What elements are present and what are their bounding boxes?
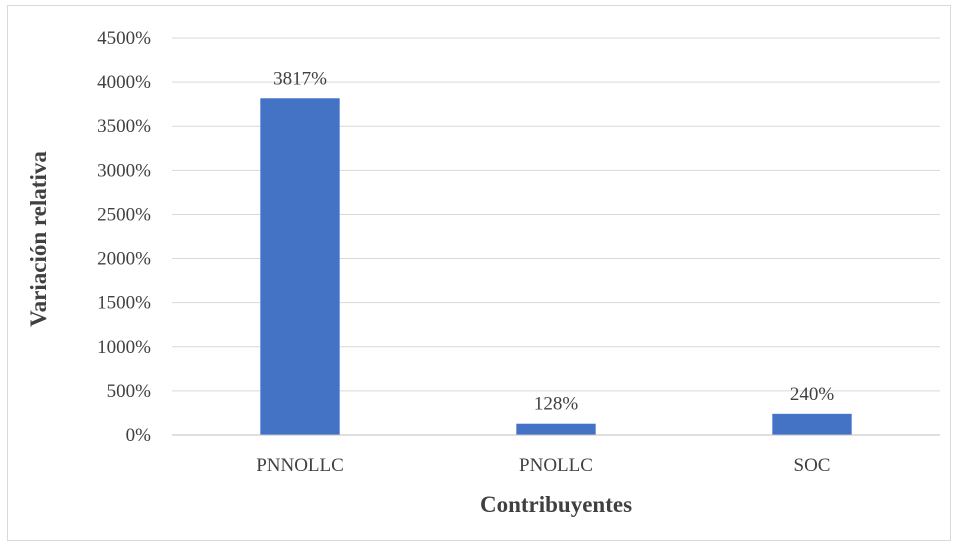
y-tick-label: 500% <box>107 381 152 402</box>
y-tick-label: 0% <box>126 425 152 446</box>
y-tick-label: 3500% <box>97 116 151 137</box>
y-tick-label: 1500% <box>97 293 151 314</box>
y-tick-label: 4000% <box>97 72 151 93</box>
x-tick-label: SOC <box>794 455 831 476</box>
y-tick-label: 4500% <box>97 28 151 49</box>
x-tick-label: PNOLLC <box>519 455 593 476</box>
data-label: 128% <box>534 394 579 415</box>
labels: 0% 500% 1000% 1500% 2000% 2500% 3000% 3500% 4000… <box>97 28 834 476</box>
bar <box>516 423 596 435</box>
y-axis-title: Variación relativa <box>26 151 51 327</box>
chart-frame <box>7 5 951 541</box>
y-tick-label: 2500% <box>97 204 151 225</box>
bar <box>772 413 852 435</box>
x-tick-label: PNNOLLC <box>256 455 344 476</box>
data-label: 3817% <box>273 68 327 89</box>
y-tick-label: 3000% <box>97 160 151 181</box>
bar <box>260 98 340 436</box>
y-tick-label: 2000% <box>97 249 151 270</box>
data-label: 240% <box>790 384 835 405</box>
y-tick-label: 1000% <box>97 337 151 358</box>
x-axis-title: Contribuyentes <box>480 492 632 517</box>
bars <box>260 98 852 436</box>
